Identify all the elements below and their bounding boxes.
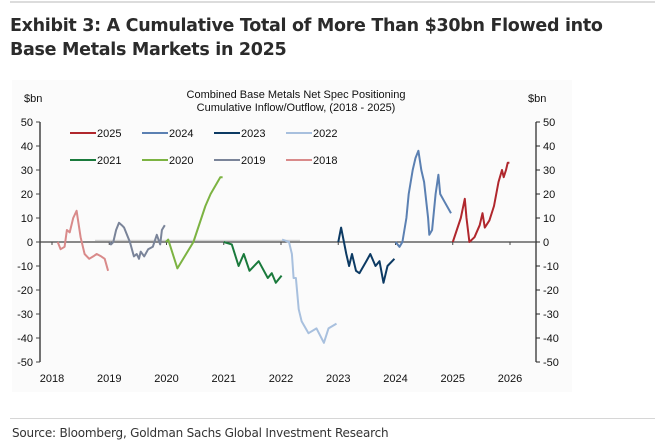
y-tick-label-right: -50 — [543, 357, 559, 369]
series-line-2023 — [337, 226, 396, 284]
series-line-2019 — [108, 221, 166, 260]
x-tick-label: 2020 — [154, 373, 178, 385]
y-tick-label-left: 50 — [21, 117, 33, 129]
series-lines — [56, 149, 510, 344]
y-tick-label-right: 10 — [543, 213, 555, 225]
legend-label-2022: 2022 — [313, 128, 337, 140]
chart-title: Combined Base Metals Net Spec Positionin… — [187, 89, 406, 101]
y-tick-label-left: 40 — [21, 141, 33, 153]
y-tick-label-right: 0 — [543, 237, 549, 249]
y-tick-label-right: 40 — [543, 141, 555, 153]
x-tick-label: 2024 — [383, 373, 407, 385]
y-tick-label-left: 20 — [21, 189, 33, 201]
legend: 2025 2024 2023 2022 2021 2020 2019 2018 — [70, 128, 337, 167]
legend-label-2021: 2021 — [97, 155, 121, 167]
y-tick-label-right: 20 — [543, 189, 555, 201]
y-tick-label-left: -10 — [17, 261, 33, 273]
y-axis-label-left: $bn — [24, 93, 42, 105]
y-tick-label-left: 0 — [27, 237, 33, 249]
x-tick-label: 2022 — [269, 373, 293, 385]
bottom-divider — [10, 418, 655, 419]
series-line-2022 — [281, 238, 338, 344]
x-tick-label: 2026 — [498, 373, 522, 385]
y-tick-label-right: -10 — [543, 261, 559, 273]
y-tick-label-left: 30 — [21, 165, 33, 177]
series-line-2021 — [223, 241, 283, 284]
x-tick-label: 2023 — [326, 373, 350, 385]
y-tick-label-left: -30 — [17, 309, 33, 321]
y-tick-label-left: -40 — [17, 333, 33, 345]
y-axis-label-right: $bn — [528, 93, 546, 105]
series-line-2025 — [451, 161, 510, 243]
series-line-2018 — [56, 209, 110, 272]
x-tick-label: 2019 — [97, 373, 121, 385]
legend-label-2018: 2018 — [313, 155, 337, 167]
legend-label-2020: 2020 — [169, 155, 193, 167]
y-tick-label-right: -40 — [543, 333, 559, 345]
y-tick-label-left: 10 — [21, 213, 33, 225]
source-note: Source: Bloomberg, Goldman Sachs Global … — [12, 426, 389, 440]
legend-label-2023: 2023 — [241, 128, 265, 140]
legend-label-2025: 2025 — [97, 128, 121, 140]
series-line-2024 — [394, 149, 452, 248]
legend-label-2019: 2019 — [241, 155, 265, 167]
x-tick-label: 2025 — [441, 373, 465, 385]
x-tick-label: 2021 — [212, 373, 236, 385]
x-tick-label: 2018 — [40, 373, 64, 385]
exhibit-title: Exhibit 3: A Cumulative Total of More Th… — [10, 16, 603, 60]
top-divider — [10, 1, 655, 3]
chart-subtitle: Cumulative Inflow/Outflow, (2018 - 2025) — [197, 102, 396, 114]
series-line-2020 — [165, 176, 223, 270]
y-tick-label-right: -20 — [543, 285, 559, 297]
y-tick-label-right: 30 — [543, 165, 555, 177]
legend-label-2024: 2024 — [169, 128, 193, 140]
y-tick-label-right: -30 — [543, 309, 559, 321]
y-tick-label-left: -50 — [17, 357, 33, 369]
y-tick-label-right: 50 — [543, 117, 555, 129]
y-tick-label-left: -20 — [17, 285, 33, 297]
